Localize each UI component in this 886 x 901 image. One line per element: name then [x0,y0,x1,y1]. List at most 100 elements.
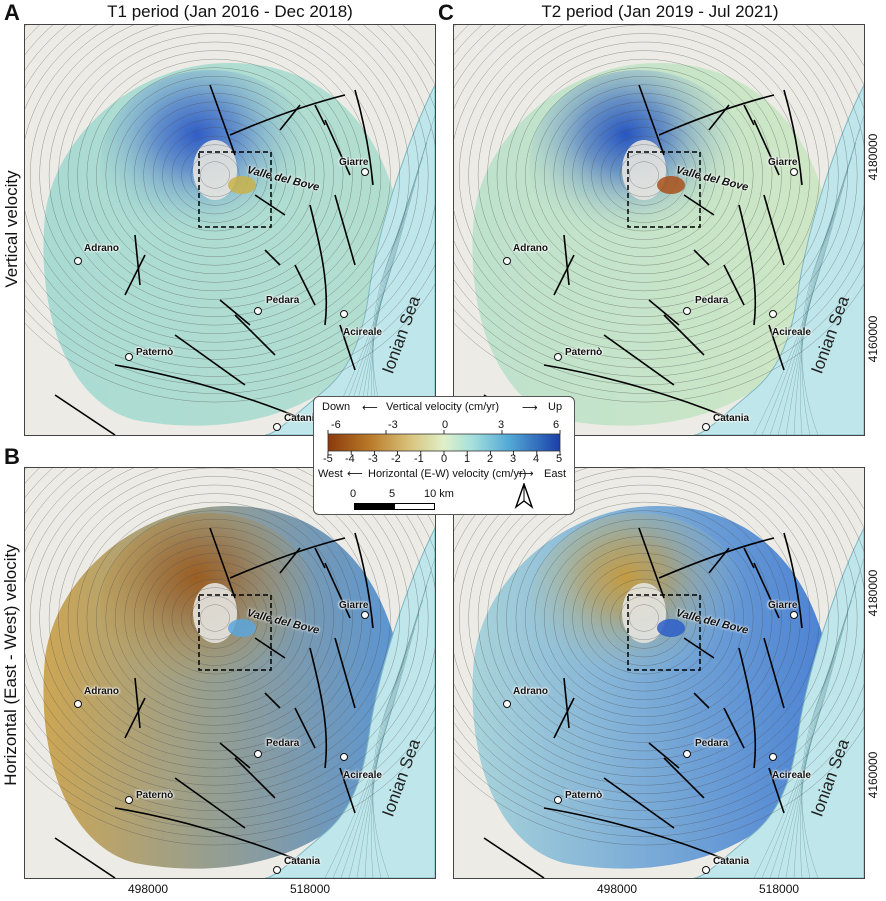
fault-line [209,527,236,599]
fault-line [763,194,785,266]
topo-contour [454,468,848,803]
x-tick-498000-left: 498000 [128,882,169,896]
topo-contour [39,468,391,777]
panel-letter-c: C [438,0,454,25]
legend-htick: 3 [510,453,517,465]
legend-vtick: -6 [331,419,341,431]
topo-contour [477,25,811,326]
topo-contour [459,468,829,786]
legend-htick: -3 [368,453,378,465]
legend-htick: 5 [556,453,563,465]
map-svg [25,468,435,878]
legend-down-label: Down [322,401,351,413]
valle-del-bove-box [198,151,272,228]
valle-del-bove-box [627,594,701,671]
fault-line [254,637,286,659]
topo-contour [454,25,858,369]
fault-line [309,204,328,326]
town-label-catania: Catania [713,856,750,867]
topo-contour [629,161,659,189]
town-marker [769,310,777,318]
fault-line [229,94,346,136]
topo-contour [572,553,716,683]
fault-line [693,249,710,266]
topo-contour [181,144,249,206]
fault-line [563,234,570,286]
town-label-pedara: Pedara [266,738,300,749]
map-svg [454,468,864,878]
topo-contour [581,118,707,232]
fault-line [354,89,374,186]
topo-contour [96,510,334,726]
topo-contour [454,468,864,837]
topo-contour [115,84,315,266]
town-label-patern: Paternò [565,790,603,801]
town-marker [125,796,133,804]
fault-line [563,677,570,729]
topo-contour [25,25,435,386]
fault-line [134,234,141,286]
topo-contour [454,25,864,403]
fault-line [683,194,715,216]
topo-contour [581,561,707,675]
bathymetry-contour [372,669,404,878]
topo-contour [105,75,325,275]
topo-contour [591,570,697,666]
y-tick-4160000-top: 4160000 [866,315,880,363]
topo-contour [454,25,864,394]
fault-line [339,324,356,371]
fault-line [708,104,730,131]
bathymetry-contour [785,613,849,878]
town-label-pedara: Pedara [266,295,300,306]
valle-del-bove-anomaly [228,176,256,194]
summit-crater-area [193,583,237,643]
topo-contour [124,536,306,700]
fault-line [354,532,374,629]
legend-htick: -2 [391,453,401,465]
fault-line [264,249,281,266]
topo-contour [525,67,763,283]
town-marker [503,700,511,708]
town-marker [702,866,710,874]
fault-line [738,204,757,326]
fault-line [309,647,328,769]
town-marker [361,611,369,619]
town-marker [554,796,562,804]
town-label-giarre: Giarre [339,600,369,611]
fault-line [334,194,356,266]
topo-contour [77,50,353,300]
fault-line [603,334,675,386]
topo-contour [454,25,839,351]
fault-line [543,807,735,864]
legend-vertical-title: Vertical velocity (cm/yr) [386,401,500,413]
topo-contour [86,501,344,735]
topo-contour [181,587,249,649]
ionian-sea [693,527,864,878]
legend-htick: 2 [487,453,494,465]
topo-contour [454,25,864,386]
legend-htick: 1 [464,453,471,465]
y-tick-4180000-bottom: 4180000 [866,569,880,617]
topo-contour [162,127,268,223]
town-marker [254,750,262,758]
fault-line [663,314,705,356]
town-label-giarre: Giarre [768,157,798,168]
fault-line [334,637,356,709]
fault-line [124,697,146,739]
ionian-sea [693,84,864,435]
valle-del-bove-box [627,151,701,228]
bathymetry-contour [801,226,833,435]
fault-line [124,254,146,296]
topo-contour [171,578,259,658]
fault-line [743,104,755,126]
fault-line [314,104,326,126]
fault-line [783,532,803,629]
town-marker [254,307,262,315]
map-panel-c: Giarre Adrano Pedara Acireale Paternò Catania… [453,24,865,436]
row-label-vertical: Vertical velocity [2,170,21,288]
topo-contour [86,58,344,292]
legend-colorbar [327,430,561,455]
fault-line [264,692,281,709]
topo-contour [454,25,848,360]
fault-line [134,677,141,729]
